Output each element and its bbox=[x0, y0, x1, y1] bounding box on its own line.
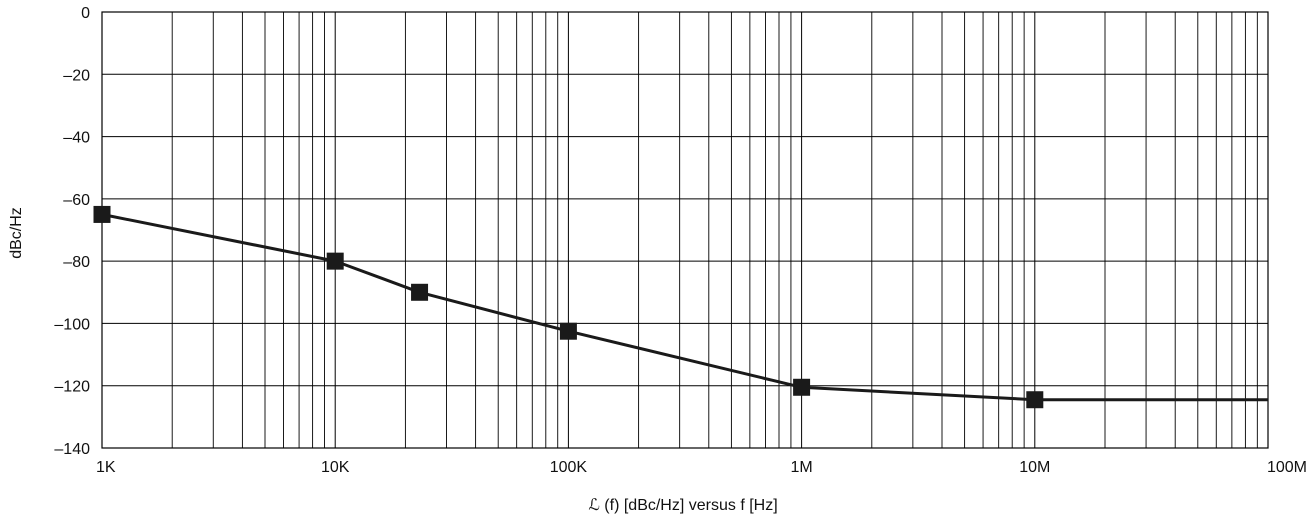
x-tick-label: 1K bbox=[96, 459, 116, 476]
data-point-marker bbox=[411, 283, 429, 301]
y-tick-label: –120 bbox=[54, 379, 90, 396]
x-tick-label: 100M bbox=[1267, 459, 1307, 476]
x-tick-labels: 1K 10K 100K 1M 10M 100M bbox=[96, 459, 1307, 476]
y-tick-label: –20 bbox=[63, 67, 90, 84]
y-tick-label: –60 bbox=[63, 192, 90, 209]
x-tick-label: 1M bbox=[790, 459, 812, 476]
data-point-marker bbox=[326, 252, 344, 270]
y-tick-label: 0 bbox=[81, 5, 90, 22]
data-point-marker bbox=[793, 378, 811, 396]
x-axis-label: ℒ (f) [dBc/Hz] versus f [Hz] bbox=[588, 497, 777, 514]
plot-frame bbox=[101, 11, 1269, 449]
data-point-marker bbox=[93, 205, 111, 223]
grid bbox=[101, 11, 1269, 449]
y-tick-labels: 0 –20 –40 –60 –80 –100 –120 –140 bbox=[54, 5, 90, 458]
series-line bbox=[101, 212, 1268, 402]
data-point-marker bbox=[559, 322, 577, 340]
x-tick-label: 10M bbox=[1019, 459, 1050, 476]
y-tick-label: –80 bbox=[63, 254, 90, 271]
data-point-marker bbox=[1026, 391, 1044, 409]
y-tick-label: –40 bbox=[63, 130, 90, 147]
y-axis-label: dBc/Hz bbox=[8, 207, 25, 259]
x-tick-label: 100K bbox=[550, 459, 588, 476]
y-tick-label: –140 bbox=[54, 441, 90, 458]
x-tick-label: 10K bbox=[321, 459, 350, 476]
series-group bbox=[93, 205, 1268, 409]
y-tick-label: –100 bbox=[54, 316, 90, 333]
